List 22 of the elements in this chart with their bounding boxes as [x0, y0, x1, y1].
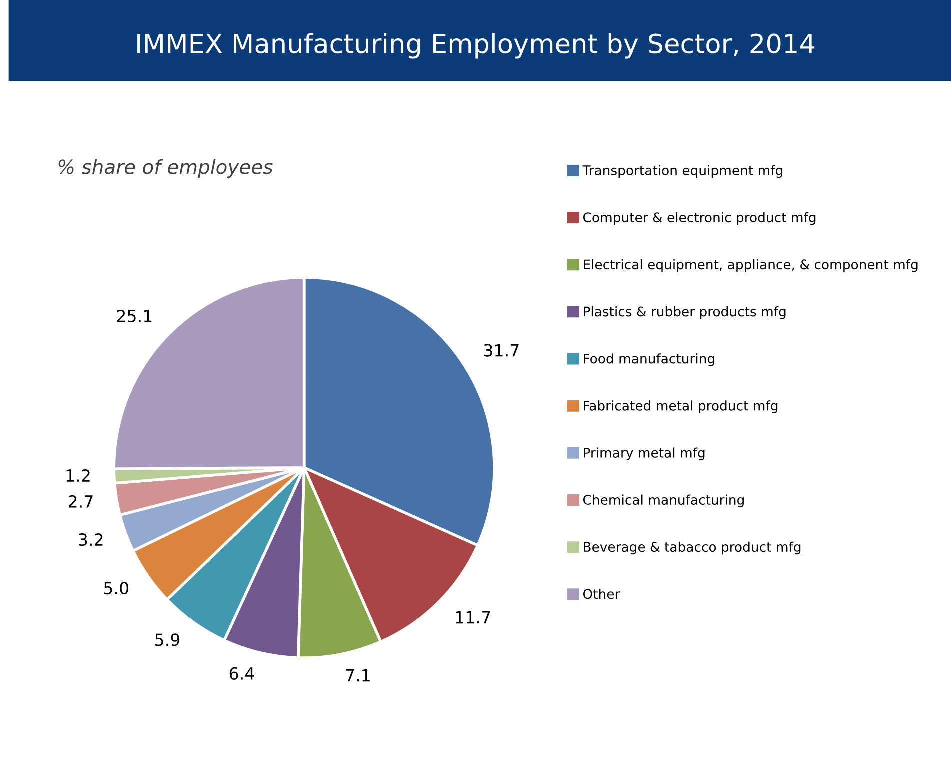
data-label: 1.2 — [66, 469, 90, 482]
data-label: 5.9 — [156, 634, 180, 646]
legend-label: Beverage & tabacco product mfg — [584, 542, 801, 555]
data-label: 5.0 — [104, 582, 129, 595]
legend-label: Food manufacturing — [584, 354, 714, 366]
legend-label: Other — [583, 588, 620, 600]
data-label: 7.1 — [346, 669, 370, 682]
chart-subtitle: % share of employees — [58, 159, 273, 178]
legend-label: Chemical manufacturing — [583, 494, 744, 508]
legend-label: Electrical equipment, appliance, & component mfg — [584, 259, 918, 272]
chart-title: IMMEX Manufacturing Employment by Sector, 2014 — [138, 33, 815, 59]
legend-label: Fabricated metal product mfg — [584, 400, 778, 414]
legend-label: Transportation equipment mfg — [582, 165, 782, 178]
legend-label: Primary metal mfg — [584, 448, 705, 460]
data-label: 6.4 — [230, 667, 254, 680]
legend-label: Plastics & rubber products mfg — [584, 306, 786, 320]
data-label: 2.7 — [68, 495, 93, 508]
data-label: 3.2 — [79, 534, 103, 546]
legend-label: Computer & electronic product mfg — [583, 212, 816, 226]
data-label: 31.7 — [484, 344, 519, 357]
data-label: 25.1 — [117, 310, 152, 323]
data-label: 11.7 — [456, 611, 490, 624]
